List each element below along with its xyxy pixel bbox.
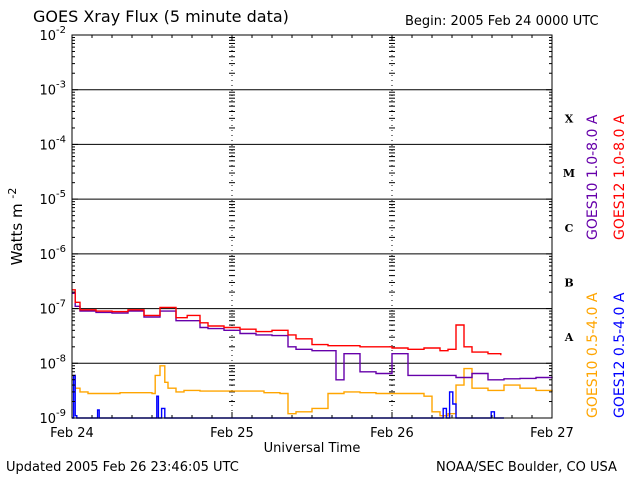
legend-item: GOES12 0.5-4.0 A — [612, 292, 628, 418]
plot-frame — [71, 34, 553, 419]
legend: GOES10 1.0-8.0 A GOES12 1.0-8.0 A GOES10 0… — [585, 114, 628, 418]
x-tick-label: Feb 24 — [50, 426, 94, 441]
y-axis-label-text: Watts m — [8, 203, 26, 265]
flare-class-label: M — [563, 167, 575, 180]
x-tick-label: Feb 27 — [530, 426, 574, 441]
y-tick-exponent: -6 — [56, 244, 66, 255]
flare-class-label: C — [565, 222, 574, 235]
y-tick-base: 10 — [39, 84, 56, 99]
series-line — [72, 365, 553, 417]
y-tick-base: 10 — [39, 303, 56, 318]
y-tick-base: 10 — [39, 357, 56, 372]
begin-time-label: Begin: 2005 Feb 24 0000 UTC — [405, 14, 599, 29]
x-axis-ticks: Feb 24 Feb 25 Feb 26 Feb 27 — [50, 35, 574, 441]
y-tick-exponent: -8 — [56, 353, 66, 364]
credit-label: NOAA/SEC Boulder, CO USA — [436, 460, 617, 475]
flare-class-labels: A B C M X — [563, 112, 575, 344]
y-tick-exponent: -3 — [56, 80, 66, 91]
y-tick-base: 10 — [39, 193, 56, 208]
legend-item: GOES12 1.0-8.0 A — [612, 114, 628, 240]
y-tick-label: 10-6 — [39, 244, 66, 263]
legend-item: GOES10 0.5-4.0 A — [585, 292, 601, 418]
y-tick-exponent: -2 — [56, 25, 66, 36]
y-tick-base: 10 — [39, 138, 56, 153]
y-tick-label: 10-2 — [39, 25, 66, 44]
y-tick-base: 10 — [39, 412, 56, 427]
y-tick-label: 10-9 — [39, 408, 66, 427]
y-tick-exponent: -7 — [56, 299, 66, 310]
y-axis-label-exponent: -2 — [6, 188, 19, 199]
y-tick-base: 10 — [39, 248, 56, 263]
chart-title: GOES Xray Flux (5 minute data) — [33, 7, 289, 26]
y-tick-label: 10-5 — [39, 189, 66, 208]
svg-text:Watts m -2: Watts m -2 — [6, 188, 26, 266]
y-tick-label: 10-3 — [39, 80, 66, 99]
flare-class-label: B — [564, 276, 573, 289]
flare-class-label: X — [565, 112, 574, 125]
grid-lines — [72, 35, 552, 418]
updated-timestamp: Updated 2005 Feb 26 23:46:05 UTC — [6, 460, 239, 475]
legend-item: GOES10 1.0-8.0 A — [585, 114, 601, 240]
x-axis-label: Universal Time — [264, 441, 361, 456]
series-line — [72, 289, 502, 356]
y-tick-exponent: -9 — [56, 408, 66, 419]
y-tick-exponent: -4 — [56, 134, 66, 145]
y-axis-label: Watts m -2 — [6, 188, 26, 266]
flare-class-label: A — [564, 331, 574, 344]
y-tick-base: 10 — [39, 29, 56, 44]
y-tick-label: 10-7 — [39, 299, 66, 318]
x-tick-label: Feb 25 — [210, 426, 254, 441]
y-tick-label: 10-8 — [39, 353, 66, 372]
series-line — [72, 292, 553, 381]
y-tick-exponent: -5 — [56, 189, 66, 200]
x-tick-label: Feb 26 — [370, 426, 414, 441]
y-tick-label: 10-4 — [39, 134, 66, 153]
y-axis-ticks: 10-910-810-710-610-510-410-310-2 — [39, 25, 552, 427]
